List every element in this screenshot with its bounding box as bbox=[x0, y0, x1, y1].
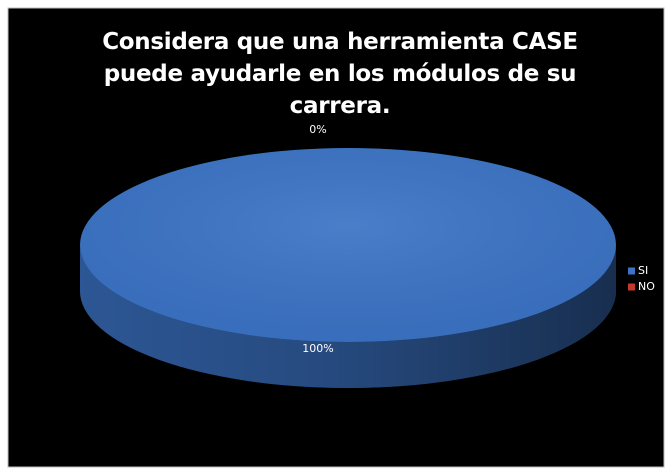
pie-slice-shade bbox=[80, 148, 616, 342]
legend-label: SI bbox=[638, 264, 648, 277]
legend-swatch bbox=[628, 283, 635, 291]
pie-side-shade bbox=[80, 245, 616, 388]
legend-swatch bbox=[628, 267, 635, 275]
data-label: 100% bbox=[302, 342, 333, 355]
chart-title: Considera que una herramienta CASE puede… bbox=[102, 29, 578, 119]
data-label: 0% bbox=[309, 123, 326, 136]
legend-label: NO bbox=[638, 280, 655, 293]
